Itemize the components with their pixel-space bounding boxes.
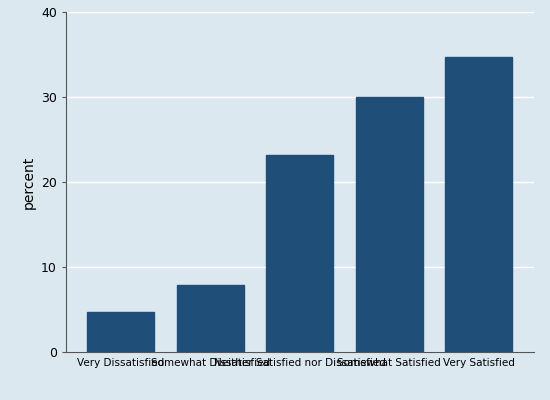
Bar [356, 97, 423, 352]
Y-axis label: percent: percent [21, 155, 36, 209]
Bar [177, 285, 244, 352]
Bar [87, 312, 155, 352]
Bar [445, 57, 512, 352]
Bar [266, 155, 333, 352]
